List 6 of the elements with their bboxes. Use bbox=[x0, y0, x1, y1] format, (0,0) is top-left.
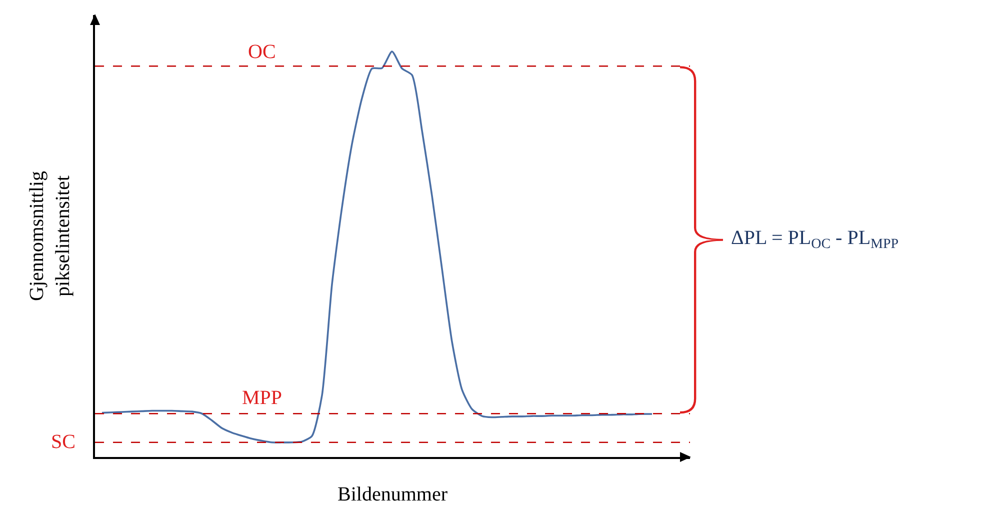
x-axis-title: Bildenummer bbox=[338, 484, 448, 506]
ref-line-label: MPP bbox=[242, 387, 282, 409]
ref-line-label: SC bbox=[51, 431, 76, 453]
text: ΔPL = PL$_{OC}$ - PL$_{MPP}$ bbox=[731, 227, 899, 252]
ref-line-label: OC bbox=[248, 41, 276, 63]
y-axis-title: Gjennomsnittlig pikselintensitet bbox=[26, 171, 74, 301]
